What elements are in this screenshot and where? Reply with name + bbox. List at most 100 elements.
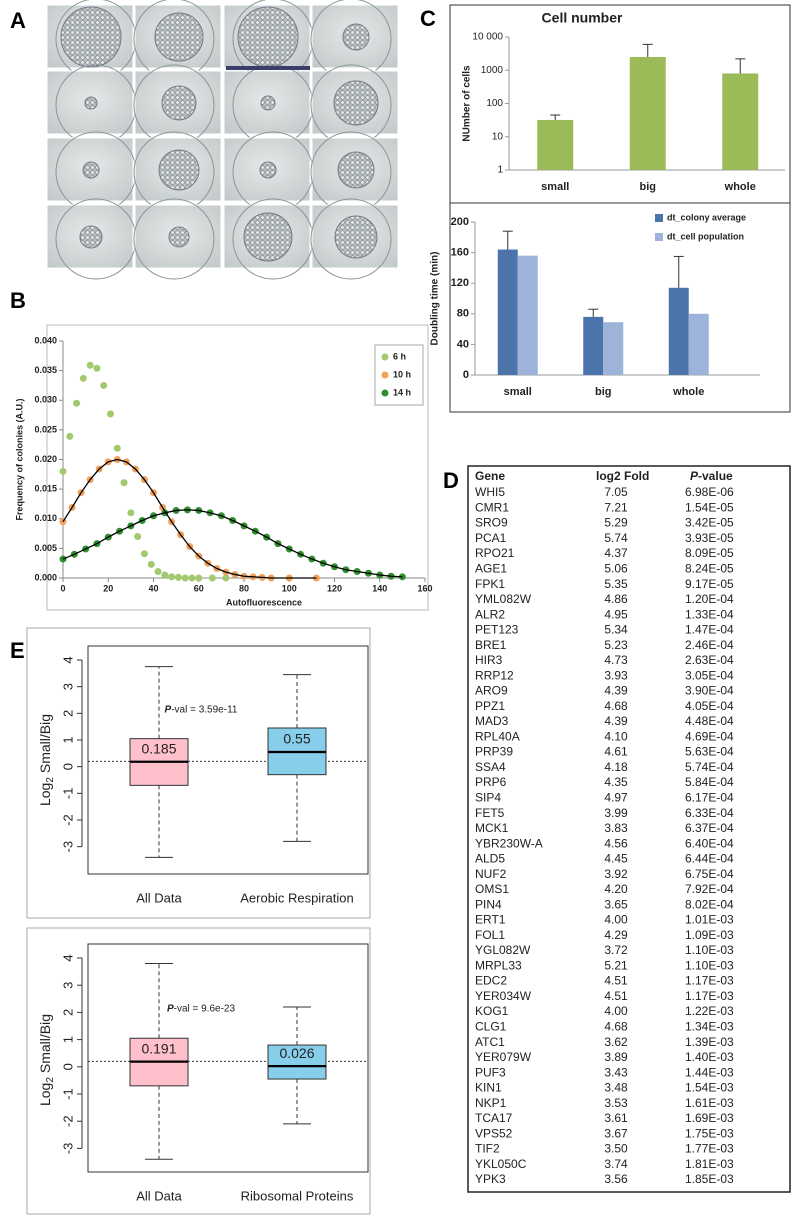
fold-value: 7.21 (604, 500, 628, 514)
fold-value: 4.56 (604, 836, 628, 850)
data-point (66, 432, 74, 440)
gene-name: RRP12 (475, 668, 514, 682)
fold-value: 3.43 (604, 1065, 628, 1079)
gene-name: YML082W (475, 592, 532, 606)
data-point (59, 467, 67, 475)
micrograph-colony (154, 12, 204, 62)
y-tick-label: 0.015 (34, 484, 57, 494)
micrograph (223, 137, 311, 202)
y-tick-label: 0.030 (34, 395, 57, 405)
fold-value: 4.61 (604, 745, 628, 759)
data-point (174, 573, 182, 581)
y-tick-label: 1 (60, 736, 75, 743)
micrograph-colony (79, 225, 103, 249)
data-point (134, 533, 142, 541)
y-tick-label: 0.035 (34, 365, 57, 375)
p-value: 6.33E-04 (685, 806, 734, 820)
y-tick-label: 80 (457, 308, 469, 320)
y-axis-title-part: Log (37, 1083, 53, 1106)
panel-frame (46, 324, 429, 611)
x-tick-label: whole (672, 386, 704, 398)
plot-frame (87, 943, 369, 1173)
y-axis-title-part: Small/Big (37, 1014, 53, 1073)
p-value: 1.54E-03 (685, 1081, 734, 1095)
y-tick-label: 0.020 (34, 454, 57, 464)
legend-label: dt_colony average (667, 212, 746, 222)
gene-name: SSA4 (475, 760, 506, 774)
gene-name: WHI5 (475, 485, 505, 499)
y-axis-title: Log2 Small/Big (37, 1014, 56, 1106)
micrograph-well (310, 198, 392, 280)
fold-value: 4.51 (604, 974, 628, 988)
x-tick-label: 160 (417, 583, 432, 593)
box (267, 1044, 327, 1080)
gene-name: SIP4 (475, 791, 501, 805)
data-point (188, 574, 196, 582)
legend-swatch (655, 233, 663, 241)
p-value: 1.20E-04 (685, 592, 734, 606)
gene-name: TCA17 (475, 1111, 513, 1125)
gene-name: ALD5 (475, 852, 505, 866)
gene-name: EDC2 (475, 974, 507, 988)
legend-swatch (381, 389, 389, 397)
micrograph-colony (161, 85, 197, 121)
fold-value: 3.92 (604, 867, 628, 881)
x-tick-label: 140 (372, 583, 387, 593)
x-axis-title: Autofluorescence (226, 597, 302, 607)
micrograph-colony (82, 161, 100, 179)
y-tick-label: 120 (451, 277, 469, 289)
gene-name: MCK1 (475, 821, 509, 835)
gene-name: BRE1 (475, 638, 507, 652)
p-value: 1.10E-03 (685, 943, 734, 957)
p-value: 1.69E-03 (685, 1111, 734, 1125)
y-tick-label: 0.010 (34, 513, 57, 523)
p-value: 1.85E-03 (685, 1172, 734, 1186)
y-tick-label: 160 (451, 247, 469, 259)
x-tick-label: small (504, 386, 532, 398)
y-tick-label: -2 (60, 1115, 75, 1127)
fold-value: 4.73 (604, 653, 628, 667)
fold-value: 3.56 (604, 1172, 628, 1186)
micrograph-bar (226, 66, 310, 70)
panel-frame (26, 927, 371, 1215)
fold-value: 4.97 (604, 791, 628, 805)
p-value: 6.75E-04 (685, 867, 734, 881)
x-tick-label: big (640, 181, 657, 193)
fold-value: 4.37 (604, 546, 628, 560)
fold-value: 3.93 (604, 668, 628, 682)
gene-name: TIF2 (475, 1142, 500, 1156)
median-label: 0.026 (279, 1045, 314, 1061)
p-value: 1.10E-03 (685, 958, 734, 972)
x-tick-label: Aerobic Respiration (240, 890, 353, 905)
y-axis-title-subscript: 2 (45, 1077, 56, 1083)
y-tick-label: -2 (60, 814, 75, 826)
gene-name: PET123 (475, 623, 519, 637)
data-point (100, 381, 108, 389)
p-value: 1.09E-03 (685, 928, 734, 942)
gene-name: CLG1 (475, 1020, 507, 1034)
fold-value: 4.45 (604, 852, 628, 866)
data-point (86, 361, 94, 369)
gene-name: PRP39 (475, 745, 513, 759)
micrograph-colony (168, 226, 190, 248)
y-tick-label: 0.000 (34, 572, 57, 582)
y-tick-label: 4 (60, 656, 75, 663)
y-tick-label: 100 (486, 98, 503, 109)
panel-frame (26, 627, 371, 919)
bar (668, 287, 689, 375)
x-tick-label: big (595, 386, 612, 398)
bar (537, 119, 574, 170)
p-value: 8.02E-04 (685, 897, 734, 911)
gene-name: YPK3 (475, 1172, 506, 1186)
p-value: 1.39E-03 (685, 1035, 734, 1049)
legend-swatch (655, 214, 663, 222)
panel-letter: C (420, 6, 436, 31)
legend-label: 6 h (393, 351, 406, 361)
gene-name: PPZ1 (475, 699, 505, 713)
p-value: 4.05E-04 (685, 699, 734, 713)
fold-value: 3.65 (604, 897, 628, 911)
p-value: 1.54E-05 (685, 500, 734, 514)
p-value: 2.46E-04 (685, 638, 734, 652)
p-value: 1.22E-03 (685, 1004, 734, 1018)
